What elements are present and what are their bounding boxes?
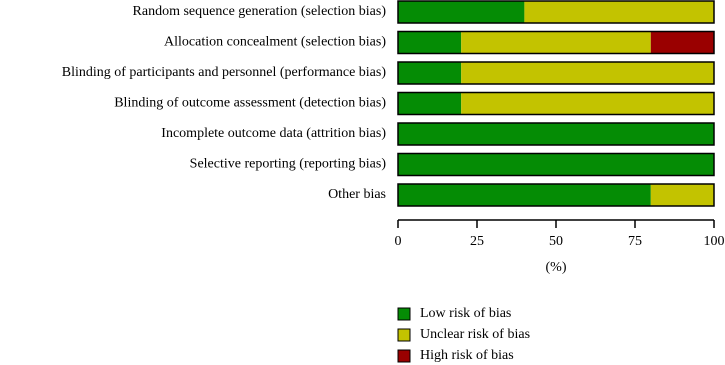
bar-outline	[397, 30, 715, 55]
legend-swatch	[397, 349, 411, 363]
bar-segment	[650, 184, 714, 206]
bar-outline	[397, 152, 715, 177]
bar-outline	[397, 61, 715, 85]
x-tick-label: 25	[470, 234, 484, 249]
legend-label: Unclear risk of bias	[420, 327, 530, 342]
bar-segment	[461, 92, 714, 115]
x-tick-label: 100	[704, 234, 725, 249]
bar-outline	[397, 0, 715, 24]
bar-segment	[398, 1, 525, 23]
legend-swatch	[397, 328, 411, 342]
x-tick-label: 50	[549, 234, 563, 249]
category-label: Blinding of outcome assessment (detectio…	[114, 96, 386, 111]
legend-label: High risk of bias	[420, 348, 514, 363]
bar-segment	[398, 153, 714, 176]
legend-label: Low risk of bias	[420, 306, 511, 321]
x-axis-label: (%)	[546, 260, 567, 275]
bar-outline	[397, 91, 715, 116]
bar-segment	[398, 62, 462, 84]
legend-swatch	[397, 307, 411, 321]
bar-outline	[397, 183, 715, 207]
x-tick-label: 0	[395, 234, 402, 249]
bar-segment	[398, 123, 714, 145]
category-label: Random sequence generation (selection bi…	[133, 4, 387, 19]
x-tick-label: 75	[628, 234, 642, 249]
bar-outline	[397, 122, 715, 146]
category-label: Selective reporting (reporting bias)	[190, 157, 387, 172]
category-label: Blinding of participants and personnel (…	[62, 65, 387, 80]
category-label: Incomplete outcome data (attrition bias)	[161, 126, 386, 141]
category-label: Other bias	[328, 187, 386, 202]
bar-segment	[650, 31, 714, 54]
bar-segment	[398, 31, 462, 54]
category-label: Allocation concealment (selection bias)	[164, 35, 386, 50]
bar-segment	[524, 1, 714, 23]
bar-segment	[461, 31, 651, 54]
bar-segment	[398, 92, 462, 115]
bar-segment	[461, 62, 714, 84]
bar-segment	[398, 184, 651, 206]
